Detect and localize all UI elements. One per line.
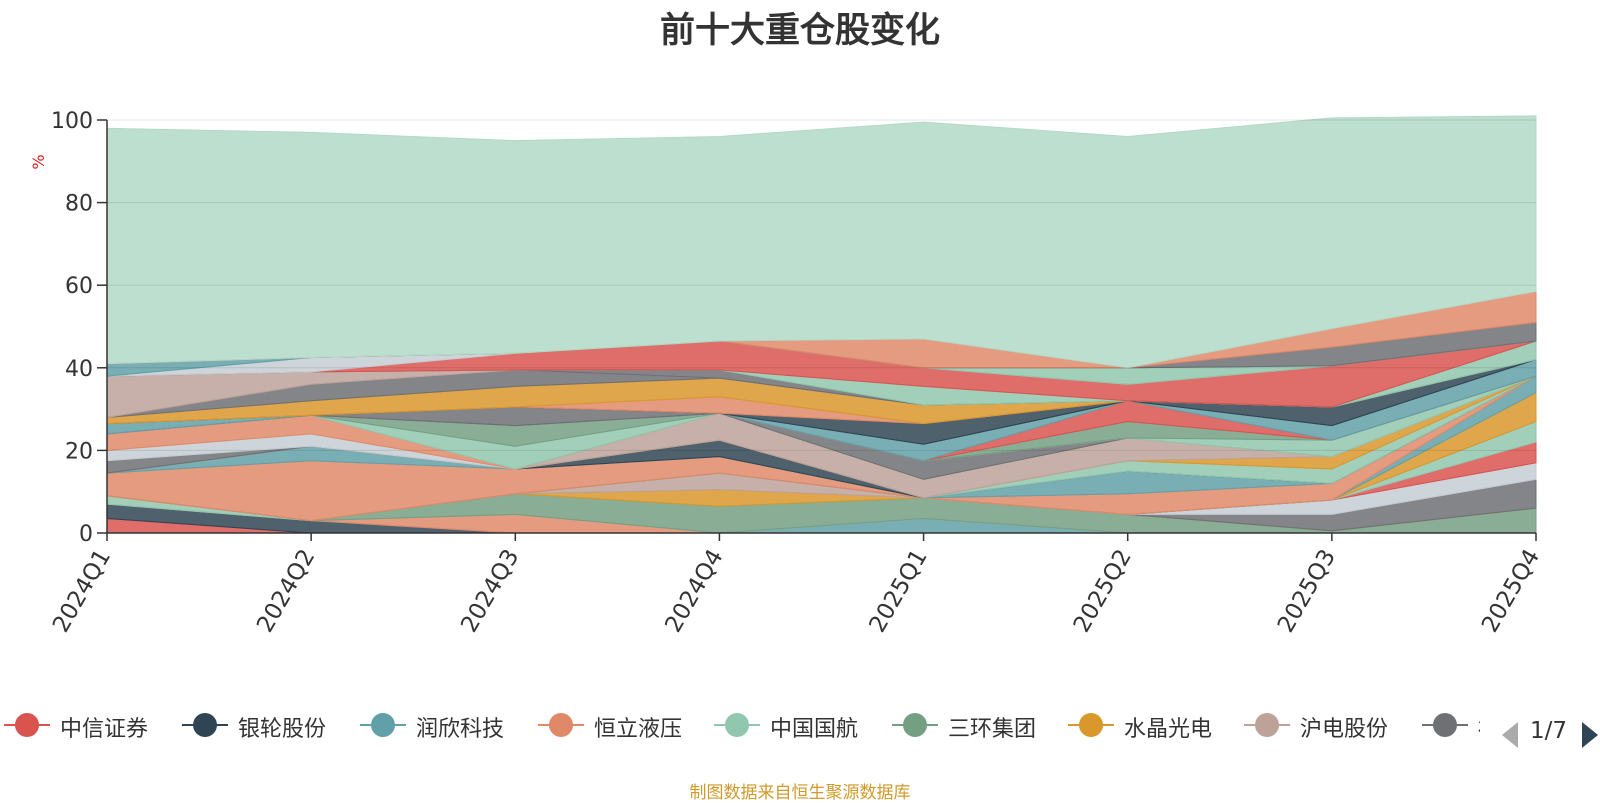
legend-label: 三环集团 — [948, 717, 1037, 742]
y-tick-label-100: 100 — [51, 109, 93, 134]
x-tick-label-2025Q4: 2025Q4 — [1477, 545, 1545, 637]
chart-area: 0 20 40 60 80 100 2024Q1 2024Q2 2024Q3 2024Q4 2025… — [29, 109, 1545, 637]
y-tick-label-20: 20 — [65, 439, 93, 464]
y-axis-label: % — [29, 154, 48, 169]
legend-marker-icon — [182, 713, 228, 737]
y-tick-label-0: 0 — [79, 522, 93, 547]
legend-label: 沪电股份 — [1300, 717, 1389, 742]
legend-marker-icon — [714, 713, 760, 737]
legend-label: 中国国航 — [770, 717, 859, 742]
x-tick-label-2024Q1: 2024Q1 — [48, 545, 116, 637]
legend-label: 福 — [1478, 711, 1480, 742]
grid-lines — [107, 119, 1536, 451]
y-tick-label-40: 40 — [65, 357, 93, 382]
x-tick-label-2024Q4: 2024Q4 — [660, 545, 728, 637]
legend-pager: 1/7 — [1500, 718, 1600, 750]
x-tick-label-2024Q3: 2024Q3 — [456, 545, 524, 637]
y-tick-label-60: 60 — [65, 274, 93, 299]
legend-marker-icon — [892, 713, 938, 737]
data-source-note: 制图数据来自恒生聚源数据库 — [689, 783, 911, 803]
chart-title: 前十大重仓股变化 — [659, 11, 940, 51]
y-tick-label-80: 80 — [65, 192, 93, 217]
legend-marker-icon — [1068, 713, 1114, 737]
legend-marker-icon — [1244, 713, 1290, 737]
area-series-42 — [106, 115, 1537, 369]
legend-next-arrow-icon[interactable] — [1580, 720, 1600, 750]
legend-marker-icon — [1422, 713, 1468, 737]
legend-marker-icon — [538, 713, 584, 737]
legend-marker-icon — [4, 713, 50, 737]
legend-label: 中信证券 — [60, 717, 149, 742]
legend-label: 恒立液压 — [594, 717, 683, 742]
legend-label: 水晶光电 — [1124, 717, 1213, 742]
legend-prev-arrow-icon[interactable] — [1500, 720, 1520, 750]
stacked-areas — [106, 115, 1537, 534]
legend-label: 银轮股份 — [238, 717, 327, 742]
legend: 中信证券 银轮股份 润欣科技 恒立液压 中国国航 三环集团 水晶光电 沪电股份 福 — [0, 708, 1480, 742]
x-tick-label-2025Q2: 2025Q2 — [1069, 545, 1137, 637]
legend-page-indicator: 1/7 — [1530, 718, 1568, 744]
legend-marker-icon — [360, 713, 406, 737]
x-tick-label-2025Q3: 2025Q3 — [1273, 545, 1341, 637]
legend-label: 润欣科技 — [416, 717, 505, 742]
x-tick-label-2025Q1: 2025Q1 — [865, 545, 933, 637]
x-tick-label-2024Q2: 2024Q2 — [252, 545, 320, 637]
